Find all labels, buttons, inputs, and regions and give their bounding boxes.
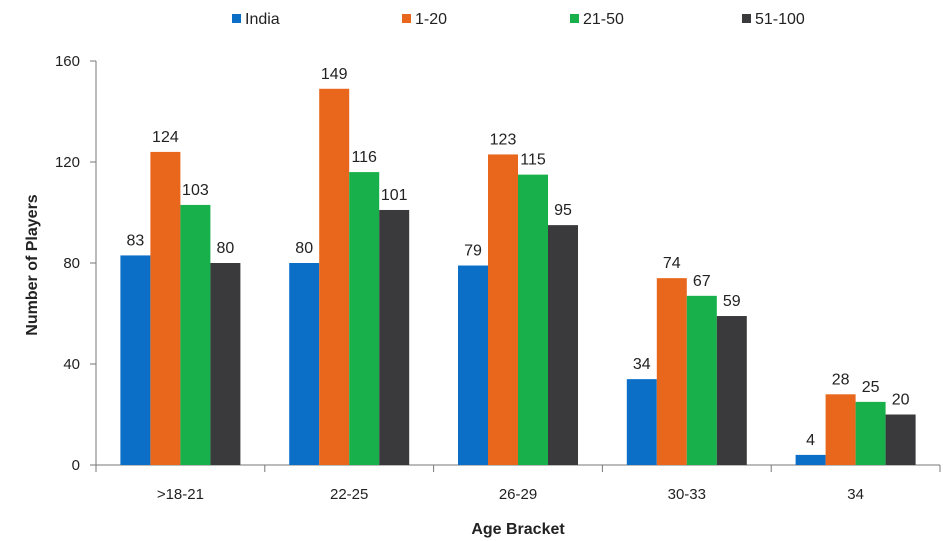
x-axis-title: Age Bracket bbox=[471, 521, 565, 538]
bar bbox=[548, 225, 578, 465]
data-label: 25 bbox=[862, 379, 880, 396]
legend: India 1-20 21-50 51-100 bbox=[232, 11, 805, 28]
x-tick-label: 30-33 bbox=[668, 486, 706, 503]
legend-label: India bbox=[245, 11, 280, 28]
data-label: 79 bbox=[464, 243, 482, 260]
data-label: 124 bbox=[152, 129, 179, 146]
legend-label: 21-50 bbox=[583, 11, 624, 28]
data-label: 20 bbox=[892, 392, 910, 409]
legend-label: 51-100 bbox=[755, 11, 805, 28]
bars bbox=[120, 88, 916, 466]
data-label: 4 bbox=[806, 432, 815, 449]
bar bbox=[656, 278, 687, 465]
bar bbox=[379, 209, 410, 465]
x-axis: >18-21 22-25 26-29 30-33 34 bbox=[95, 464, 941, 503]
x-tick-label: 26-29 bbox=[499, 486, 537, 503]
data-label: 28 bbox=[832, 371, 850, 388]
bar bbox=[289, 263, 320, 465]
bar bbox=[488, 154, 518, 466]
bar bbox=[626, 379, 657, 465]
bar bbox=[885, 414, 916, 465]
data-label: 34 bbox=[633, 356, 651, 373]
legend-label: 1-20 bbox=[415, 11, 447, 28]
y-tick-label: 80 bbox=[63, 255, 80, 272]
data-label: 74 bbox=[663, 255, 681, 272]
data-label: 115 bbox=[520, 152, 546, 169]
bar bbox=[150, 151, 181, 465]
bar bbox=[120, 255, 151, 465]
legend-swatch bbox=[232, 14, 241, 23]
y-tick-label: 160 bbox=[55, 53, 80, 70]
bar bbox=[795, 454, 826, 465]
data-label: 80 bbox=[295, 240, 313, 257]
data-label: 95 bbox=[554, 202, 572, 219]
data-label: 103 bbox=[182, 182, 209, 199]
bar bbox=[180, 204, 211, 466]
bar bbox=[319, 88, 350, 466]
y-axis-title: Number of Players bbox=[24, 194, 41, 335]
bar bbox=[855, 401, 886, 465]
bar bbox=[518, 174, 548, 465]
y-tick-label: 120 bbox=[55, 154, 80, 171]
bar bbox=[458, 265, 488, 465]
bar bbox=[825, 394, 856, 465]
data-label: 80 bbox=[217, 240, 235, 257]
bar bbox=[686, 295, 717, 465]
bar bbox=[716, 316, 747, 465]
legend-swatch bbox=[402, 14, 411, 23]
bar bbox=[210, 263, 241, 465]
data-label: 101 bbox=[381, 187, 408, 204]
data-label: 116 bbox=[351, 149, 377, 166]
data-label: 149 bbox=[321, 66, 348, 83]
y-tick-label: 40 bbox=[63, 356, 80, 373]
y-axis: 0 40 80 120 160 bbox=[55, 53, 97, 474]
data-label: 67 bbox=[693, 273, 711, 290]
x-tick-label: 22-25 bbox=[330, 486, 368, 503]
bar bbox=[349, 172, 380, 465]
legend-swatch bbox=[742, 14, 751, 23]
legend-swatch bbox=[570, 14, 579, 23]
x-tick-label: 34 bbox=[847, 486, 864, 503]
data-label: 83 bbox=[127, 232, 145, 249]
y-tick-label: 0 bbox=[72, 457, 80, 474]
data-label: 59 bbox=[723, 293, 741, 310]
x-tick-label: >18-21 bbox=[157, 486, 204, 503]
data-label: 123 bbox=[490, 131, 517, 148]
